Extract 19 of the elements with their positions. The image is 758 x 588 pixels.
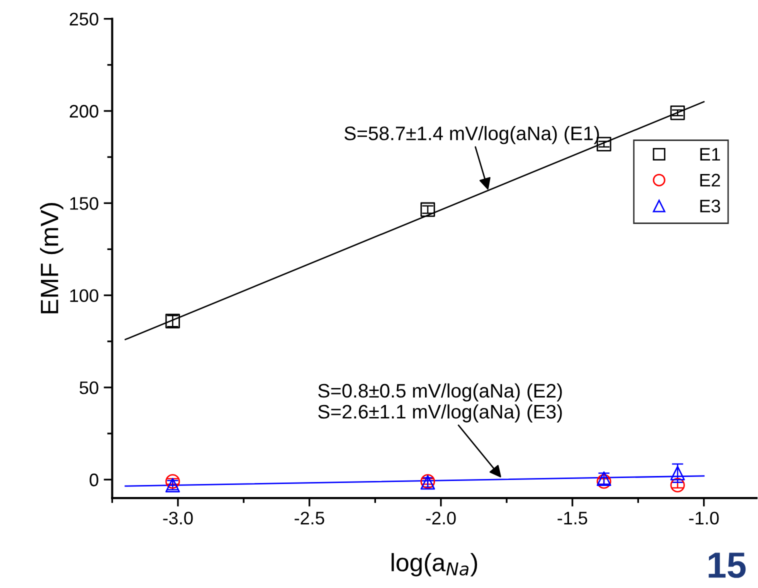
- y-tick-label: 200: [70, 104, 98, 118]
- y-tick-label: 100: [70, 289, 98, 302]
- legend-label: E1: [700, 148, 720, 161]
- x-tick-label: -2.0: [426, 512, 456, 524]
- y-tick-label: 0: [90, 474, 98, 486]
- x-tick-label: -3.0: [163, 512, 193, 524]
- annotation: S=0.8±0.5 mV/log(aNa) (E2) S=2.6±1.1 mV/log(aNa) (E3): [318, 383, 562, 422]
- y-tick-label: 250: [70, 12, 98, 26]
- x-tick-label: -1.0: [689, 512, 719, 524]
- legend-label: E2: [700, 174, 720, 186]
- text: 15: [708, 552, 746, 578]
- y-tick-label: 50: [80, 381, 98, 394]
- annotation: S=58.7±1.4 mV/log(aNa) (E1): [344, 126, 599, 144]
- x-axis-title: log(a$_{Na}$): [392, 553, 478, 576]
- legend-label: E3: [700, 200, 720, 212]
- x-tick-label: -2.5: [294, 512, 324, 524]
- y-axis-title: EMF (mV): [40, 203, 64, 314]
- y-tick-label: 150: [70, 197, 98, 210]
- x-tick-label: -1.5: [558, 512, 588, 524]
